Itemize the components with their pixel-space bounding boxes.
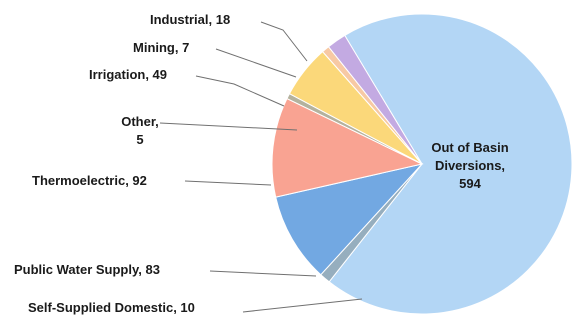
- pie-slice-thermoelectric: [271, 97, 424, 198]
- pie-slice-public-water-supply: [275, 163, 424, 276]
- data-label-other: 5: [136, 132, 143, 147]
- pie-slice-industrial: [327, 34, 423, 165]
- leader-line-public-water-supply: [209, 270, 317, 277]
- leader-line-mining: [215, 48, 297, 78]
- leader-line-thermoelectric: [184, 180, 272, 186]
- data-label-mining: Mining, 7: [133, 40, 189, 55]
- leader-line-industrial: [260, 21, 308, 62]
- leader-line-irrigation: [195, 75, 285, 107]
- data-label-out-of-basin-diversions: Out of Basin: [431, 140, 508, 155]
- data-label-thermoelectric: Thermoelectric, 92: [32, 173, 147, 188]
- data-label-industrial: Industrial, 18: [150, 12, 230, 27]
- data-label-self-supplied-domestic: Self-Supplied Domestic, 10: [28, 300, 195, 315]
- data-label-out-of-basin-diversions: 594: [459, 176, 481, 191]
- data-label-other: Other,: [121, 114, 159, 129]
- leader-line-other: [159, 122, 298, 131]
- leader-line-self-supplied-domestic: [242, 298, 363, 313]
- data-label-irrigation: Irrigation, 49: [89, 67, 167, 82]
- pie-slice-out-of-basin-diversions: [328, 13, 573, 315]
- pie-slices: [271, 13, 573, 315]
- pie-labels: Out of Basin Diversions, 594 Self-Supplied …: [14, 12, 509, 315]
- data-label-public-water-supply: Public Water Supply, 83: [14, 262, 160, 277]
- data-label-out-of-basin-diversions: Diversions,: [435, 158, 505, 173]
